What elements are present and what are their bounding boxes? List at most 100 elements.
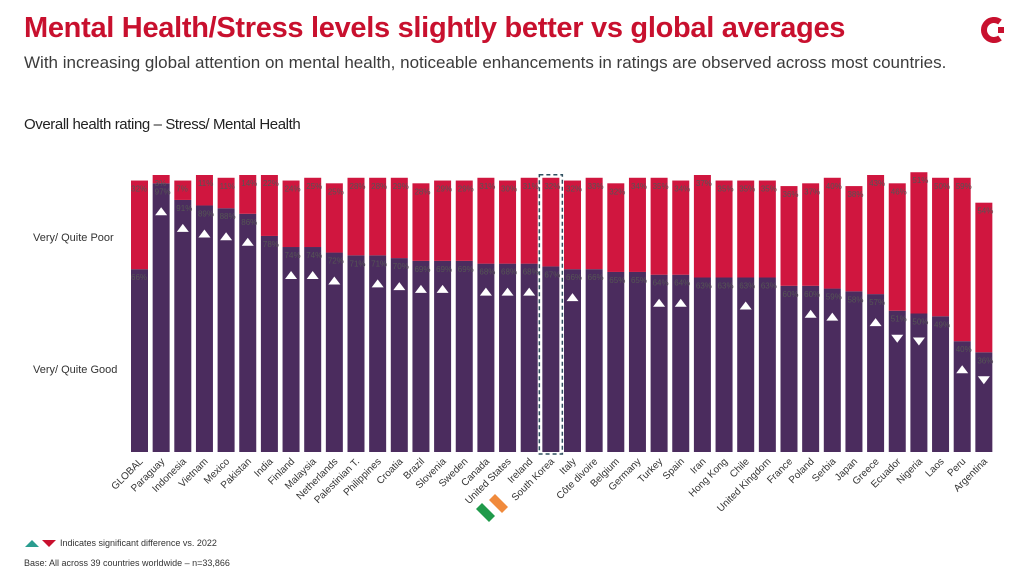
label-poor-5: 14% <box>241 179 257 188</box>
bar-good-31 <box>802 285 820 452</box>
sig-up-arrow-14 <box>436 284 449 293</box>
bar-good-16 <box>477 263 495 452</box>
label-poor-23: 34% <box>631 182 647 191</box>
label-good-0: 66% <box>131 273 147 282</box>
bar-poor-12 <box>390 177 408 259</box>
bar-poor-5 <box>239 175 257 214</box>
label-poor-18: 31% <box>523 182 539 191</box>
bar-good-37 <box>932 316 950 452</box>
sig-up-arrow-12 <box>393 282 406 291</box>
highlight-frame <box>538 174 564 455</box>
label-poor-9: 25% <box>328 187 344 196</box>
label-good-24: 64% <box>653 279 669 288</box>
sig-up-arrow-17 <box>501 287 514 296</box>
bar-poor-38 <box>953 177 971 342</box>
label-good-31: 60% <box>804 290 820 299</box>
label-poor-4: 11% <box>220 182 235 191</box>
label-good-19: 67% <box>544 270 560 279</box>
bar-poor-21 <box>585 177 603 270</box>
bar-good-28 <box>737 277 755 452</box>
label-poor-13: 28% <box>414 187 430 196</box>
bar-good-14 <box>434 260 452 452</box>
bar-poor-18 <box>520 177 538 264</box>
label-good-23: 65% <box>631 276 647 285</box>
x-tick-label-32: Serbia <box>810 456 839 485</box>
bar-good-2 <box>174 199 192 452</box>
sig-up-arrow-9 <box>328 276 341 285</box>
label-good-38: 40% <box>956 345 972 354</box>
label-good-6: 78% <box>263 240 279 249</box>
bar-good-9 <box>325 252 343 452</box>
sig-up-arrow-25 <box>674 298 687 307</box>
label-good-21: 66% <box>588 273 604 282</box>
bar-poor-15 <box>455 180 473 261</box>
bar-poor-23 <box>628 177 646 272</box>
bar-good-32 <box>823 288 841 452</box>
label-poor-3: 11% <box>198 179 213 188</box>
page-subtitle: With increasing global attention on ment… <box>24 53 947 72</box>
label-poor-38: 59% <box>956 182 972 191</box>
label-poor-35: 46% <box>891 187 907 196</box>
label-poor-31: 37% <box>804 187 820 196</box>
label-good-7: 74% <box>285 251 301 260</box>
bar-good-12 <box>390 258 408 452</box>
label-good-22: 65% <box>609 276 625 285</box>
sig-up-arrow-38 <box>956 365 969 374</box>
bar-poor-37 <box>932 177 950 317</box>
bar-good-3 <box>195 205 213 452</box>
base-note: Base: All across 39 countries worldwide … <box>24 558 230 568</box>
label-poor-26: 37% <box>696 179 712 188</box>
sig-up-arrow-13 <box>414 284 427 293</box>
label-good-27: 63% <box>718 281 734 290</box>
sig-up-arrow-11 <box>371 279 384 288</box>
bar-poor-28 <box>737 180 755 278</box>
label-good-16: 68% <box>479 268 495 277</box>
label-good-11: 71% <box>371 259 387 268</box>
bar-good-22 <box>607 271 625 452</box>
bar-good-18 <box>520 263 538 452</box>
bar-poor-9 <box>325 183 343 253</box>
label-poor-6: 22% <box>263 179 279 188</box>
bar-poor-16 <box>477 177 495 264</box>
bar-poor-13 <box>412 183 430 261</box>
bar-poor-32 <box>823 177 841 289</box>
x-tick-label-37: Laos <box>924 456 947 479</box>
x-tick-label-24: Turkey <box>636 456 665 485</box>
label-poor-16: 31% <box>479 182 495 191</box>
bar-good-7 <box>282 247 300 452</box>
legend-text: Indicates significant difference vs. 202… <box>60 538 217 548</box>
row-label-good: Very/ Quite Good <box>33 364 117 376</box>
bar-poor-36 <box>910 172 928 314</box>
label-good-8: 74% <box>306 251 322 260</box>
sig-up-arrow-5 <box>241 237 254 246</box>
label-good-20: 66% <box>566 273 582 282</box>
sig-up-arrow-28 <box>739 301 752 310</box>
label-good-34: 57% <box>869 298 885 307</box>
legend: Indicates significant difference vs. 202… <box>24 538 217 548</box>
bar-good-25 <box>672 274 690 452</box>
label-good-10: 71% <box>350 259 366 268</box>
bar-poor-34 <box>867 175 885 295</box>
label-poor-14: 29% <box>436 185 452 194</box>
label-good-9: 72% <box>328 257 344 266</box>
bar-good-38 <box>953 341 971 452</box>
bar-poor-3 <box>195 175 213 206</box>
label-good-35: 51% <box>891 315 907 324</box>
sig-down-arrow-36 <box>912 337 925 346</box>
bar-good-5 <box>239 213 257 452</box>
label-poor-29: 35% <box>761 185 777 194</box>
sig-up-arrow-2 <box>176 223 189 232</box>
bar-poor-1 <box>152 175 170 184</box>
bar-poor-8 <box>304 177 322 248</box>
sig-up-arrow-16 <box>479 287 492 296</box>
sig-down-arrow-35 <box>891 334 904 343</box>
bar-good-20 <box>564 269 581 452</box>
label-poor-37: 50% <box>934 182 950 191</box>
label-good-5: 86% <box>241 218 257 227</box>
bar-poor-0 <box>131 180 148 270</box>
label-poor-24: 35% <box>653 182 669 191</box>
sig-up-arrow-34 <box>869 318 882 327</box>
bar-poor-7 <box>282 180 300 248</box>
label-poor-36: 51% <box>912 176 928 185</box>
bar-poor-2 <box>174 180 192 200</box>
